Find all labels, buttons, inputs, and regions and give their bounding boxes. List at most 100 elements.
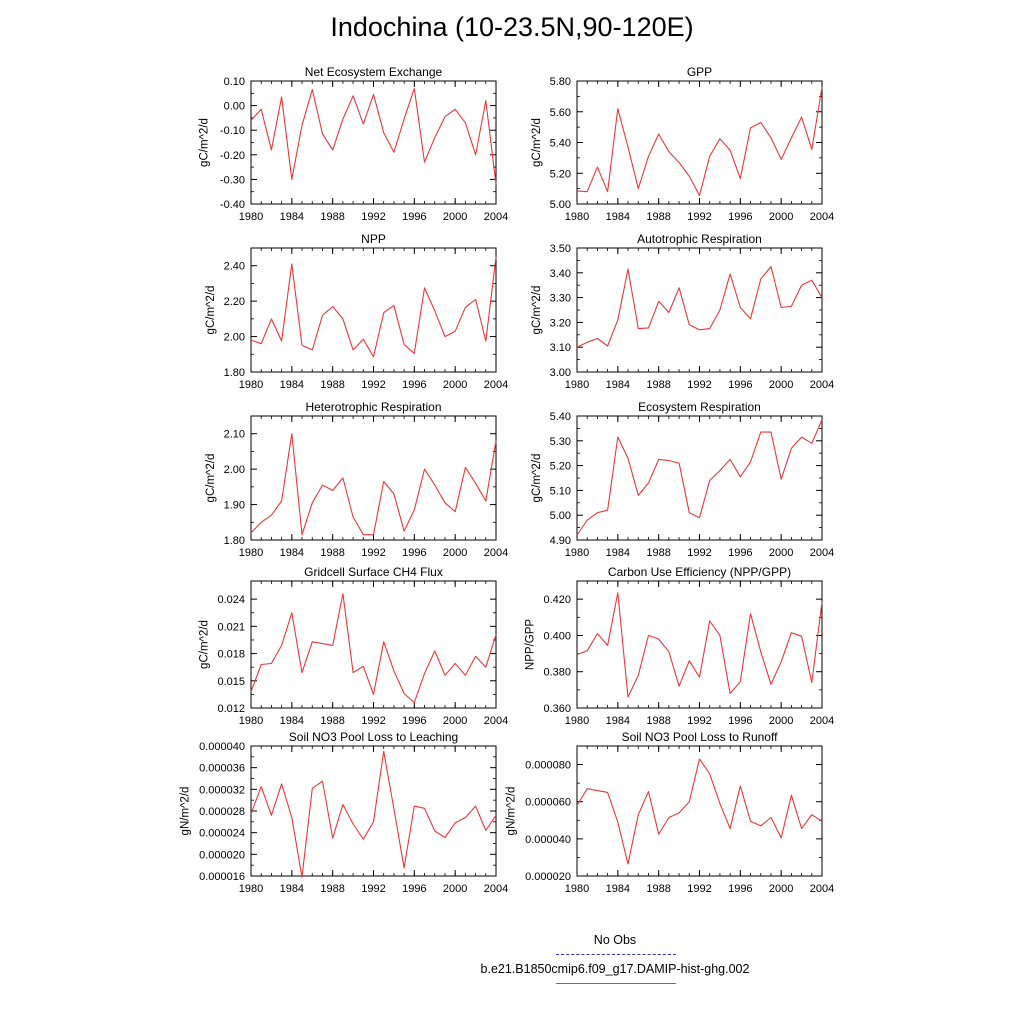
panel-npp-y-tick-label: 2.20 — [224, 296, 245, 308]
panel-autotrophic-respiration-x-tick-label: 1996 — [728, 379, 752, 391]
panel-soil-no3-pool-loss-to-runoff-series-line — [576, 758, 823, 865]
legend-line-no-obs — [556, 954, 676, 955]
panel-soil-no3-pool-loss-to-leaching-y-tick-label: 0.000024 — [199, 828, 245, 840]
panel-heterotrophic-respiration-y-tick-label: 2.00 — [224, 464, 245, 476]
panel-ecosystem-respiration-x-tick-label: 2004 — [810, 547, 834, 559]
panel-ecosystem-respiration-x-tick-label: 1984 — [606, 547, 630, 559]
panel-gpp-y-tick-label: 5.20 — [550, 168, 571, 180]
panel-heterotrophic-respiration-x-tick-label: 2000 — [443, 547, 467, 559]
panel-carbon-use-efficiency-npp-gpp-x-tick-label: 1980 — [565, 715, 589, 727]
panel-gridcell-surface-ch4-flux-y-axis-label: gC/m^2/d — [199, 620, 211, 669]
panel-soil-no3-pool-loss-to-runoff-x-tick-label: 2004 — [810, 883, 834, 895]
panel-soil-no3-pool-loss-to-runoff-x-tick-label: 1996 — [728, 883, 752, 895]
panel-net-ecosystem-exchange-x-tick-label: 1988 — [320, 211, 344, 223]
panel-ecosystem-respiration-y-tick-label: 5.40 — [550, 411, 571, 423]
panel-gridcell-surface-ch4-flux-y-tick-label: 0.018 — [217, 649, 245, 661]
panel-ecosystem-respiration-y-tick-label: 4.90 — [550, 535, 571, 547]
panel-carbon-use-efficiency-npp-gpp-series-line — [576, 592, 823, 698]
panel-npp-x-tick-label: 1988 — [320, 379, 344, 391]
panel-net-ecosystem-exchange-y-tick-label: -0.40 — [220, 199, 245, 211]
panel-carbon-use-efficiency-npp-gpp-title: Carbon Use Efficiency (NPP/GPP) — [608, 565, 791, 579]
panel-net-ecosystem-exchange-y-axis-label: gC/m^2/d — [199, 118, 211, 167]
panel-soil-no3-pool-loss-to-leaching-y-tick-label: 0.000020 — [199, 849, 245, 861]
panel-heterotrophic-respiration: 1980 1984 1988 1992 1996 2000 2004 2.10 2.00 1.90… — [205, 400, 508, 559]
panel-autotrophic-respiration-y-tick-label: 3.30 — [550, 293, 571, 305]
panel-soil-no3-pool-loss-to-leaching-y-tick-label: 0.000040 — [199, 741, 245, 753]
panel-autotrophic-respiration: 1980 1984 1988 1992 1996 2000 2004 3.50 3.40 3.30… — [531, 232, 834, 391]
panel-autotrophic-respiration-x-tick-label: 1984 — [606, 379, 630, 391]
panel-ecosystem-respiration: 1980 1984 1988 1992 1996 2000 2004 5.40 5.30 5.20… — [531, 400, 834, 559]
panel-gpp-x-tick-label: 2000 — [769, 211, 793, 223]
panel-net-ecosystem-exchange-x-tick-label: 2004 — [484, 211, 508, 223]
panel-ecosystem-respiration-y-tick-label: 5.20 — [550, 461, 571, 473]
panel-heterotrophic-respiration-series-line — [250, 433, 497, 536]
panel-ecosystem-respiration-y-tick-label: 5.30 — [550, 436, 571, 448]
panel-gpp-x-tick-label: 1980 — [565, 211, 589, 223]
panel-heterotrophic-respiration-y-tick-label: 1.90 — [224, 500, 245, 512]
panel-soil-no3-pool-loss-to-runoff-y-tick-label: 0.000060 — [525, 797, 571, 809]
panel-gridcell-surface-ch4-flux-x-tick-label: 1988 — [320, 715, 344, 727]
panel-soil-no3-pool-loss-to-leaching: 1980 1984 1988 1992 1996 2000 2004 0.000040 0.00… — [180, 730, 509, 895]
panel-soil-no3-pool-loss-to-runoff: 1980 1984 1988 1992 1996 2000 2004 0.000080 0.00… — [506, 730, 835, 895]
panel-net-ecosystem-exchange-y-tick-label: 0.00 — [224, 101, 245, 113]
panel-carbon-use-efficiency-npp-gpp-y-tick-label: 0.420 — [543, 594, 571, 606]
panel-heterotrophic-respiration-frame — [250, 415, 497, 541]
panel-ecosystem-respiration-x-tick-label: 1996 — [728, 547, 752, 559]
panel-soil-no3-pool-loss-to-leaching-y-axis-label: gN/m^2/d — [180, 787, 192, 836]
panel-gridcell-surface-ch4-flux-x-tick-label: 2000 — [443, 715, 467, 727]
panel-net-ecosystem-exchange-y-tick-label: -0.20 — [220, 150, 245, 162]
panel-carbon-use-efficiency-npp-gpp-x-tick-label: 1988 — [646, 715, 670, 727]
panel-gridcell-surface-ch4-flux-x-tick-label: 1980 — [239, 715, 263, 727]
panel-gpp-x-tick-label: 1984 — [606, 211, 630, 223]
panel-net-ecosystem-exchange-x-tick-label: 1992 — [361, 211, 385, 223]
panel-gridcell-surface-ch4-flux-y-tick-label: 0.024 — [217, 594, 245, 606]
panel-heterotrophic-respiration-title: Heterotrophic Respiration — [305, 400, 441, 414]
figure-title: Indochina (10-23.5N,90-120E) — [330, 12, 694, 42]
panel-ecosystem-respiration-title: Ecosystem Respiration — [638, 400, 761, 414]
panel-soil-no3-pool-loss-to-leaching-y-tick-label: 0.000028 — [199, 806, 245, 818]
panel-gridcell-surface-ch4-flux-series-line — [250, 593, 497, 704]
panel-gpp-x-tick-label: 1996 — [728, 211, 752, 223]
panel-soil-no3-pool-loss-to-leaching-y-tick-label: 0.000016 — [199, 871, 245, 883]
panel-autotrophic-respiration-title: Autotrophic Respiration — [637, 232, 762, 246]
panel-soil-no3-pool-loss-to-runoff-x-tick-label: 1980 — [565, 883, 589, 895]
panel-gpp-x-tick-label: 1988 — [646, 211, 670, 223]
panel-net-ecosystem-exchange-x-tick-label: 1984 — [280, 211, 304, 223]
panel-soil-no3-pool-loss-to-runoff-y-tick-label: 0.000040 — [525, 834, 571, 846]
panel-heterotrophic-respiration-y-tick-label: 2.10 — [224, 429, 245, 441]
panel-gpp-title: GPP — [687, 65, 712, 79]
panel-heterotrophic-respiration-y-axis-label: gC/m^2/d — [205, 454, 217, 503]
panel-autotrophic-respiration-y-axis-label: gC/m^2/d — [531, 286, 543, 335]
panel-soil-no3-pool-loss-to-runoff-y-axis-label: gN/m^2/d — [506, 787, 518, 836]
panel-carbon-use-efficiency-npp-gpp-y-axis-label: NPP/GPP — [525, 619, 537, 670]
panel-gridcell-surface-ch4-flux-x-tick-label: 1992 — [361, 715, 385, 727]
panel-ecosystem-respiration-y-tick-label: 5.10 — [550, 485, 571, 497]
panel-heterotrophic-respiration-x-tick-label: 1980 — [239, 547, 263, 559]
panel-gpp-x-tick-label: 2004 — [810, 211, 834, 223]
panel-soil-no3-pool-loss-to-runoff-x-tick-label: 1992 — [687, 883, 711, 895]
panel-npp-y-tick-label: 1.80 — [224, 367, 245, 379]
panel-autotrophic-respiration-y-tick-label: 3.00 — [550, 367, 571, 379]
panel-heterotrophic-respiration-x-tick-label: 1984 — [280, 547, 304, 559]
panel-autotrophic-respiration-x-tick-label: 1980 — [565, 379, 589, 391]
panel-heterotrophic-respiration-x-tick-label: 2004 — [484, 547, 508, 559]
panel-soil-no3-pool-loss-to-runoff-x-tick-label: 1984 — [606, 883, 630, 895]
panel-autotrophic-respiration-y-tick-label: 3.10 — [550, 342, 571, 354]
panel-gridcell-surface-ch4-flux-x-tick-label: 2004 — [484, 715, 508, 727]
panel-npp-x-tick-label: 1980 — [239, 379, 263, 391]
panel-autotrophic-respiration-x-tick-label: 1992 — [687, 379, 711, 391]
panel-npp-x-tick-label: 2000 — [443, 379, 467, 391]
panel-soil-no3-pool-loss-to-leaching-x-tick-label: 1992 — [361, 883, 385, 895]
panel-net-ecosystem-exchange-x-tick-label: 1980 — [239, 211, 263, 223]
panel-carbon-use-efficiency-npp-gpp-y-tick-label: 0.360 — [543, 703, 571, 715]
panel-heterotrophic-respiration-x-tick-label: 1996 — [402, 547, 426, 559]
panel-net-ecosystem-exchange: 1980 1984 1988 1992 1996 2000 2004 0.10 0.00 -0.1… — [199, 65, 509, 223]
panel-gridcell-surface-ch4-flux-x-tick-label: 1984 — [280, 715, 304, 727]
panel-npp-x-tick-label: 1996 — [402, 379, 426, 391]
panel-net-ecosystem-exchange-title: Net Ecosystem Exchange — [305, 65, 443, 79]
panel-carbon-use-efficiency-npp-gpp-x-tick-label: 1996 — [728, 715, 752, 727]
panel-soil-no3-pool-loss-to-leaching-y-tick-label: 0.000036 — [199, 763, 245, 775]
panel-net-ecosystem-exchange-y-tick-label: 0.10 — [224, 76, 245, 88]
panel-autotrophic-respiration-y-tick-label: 3.40 — [550, 268, 571, 280]
panel-npp-x-tick-label: 2004 — [484, 379, 508, 391]
